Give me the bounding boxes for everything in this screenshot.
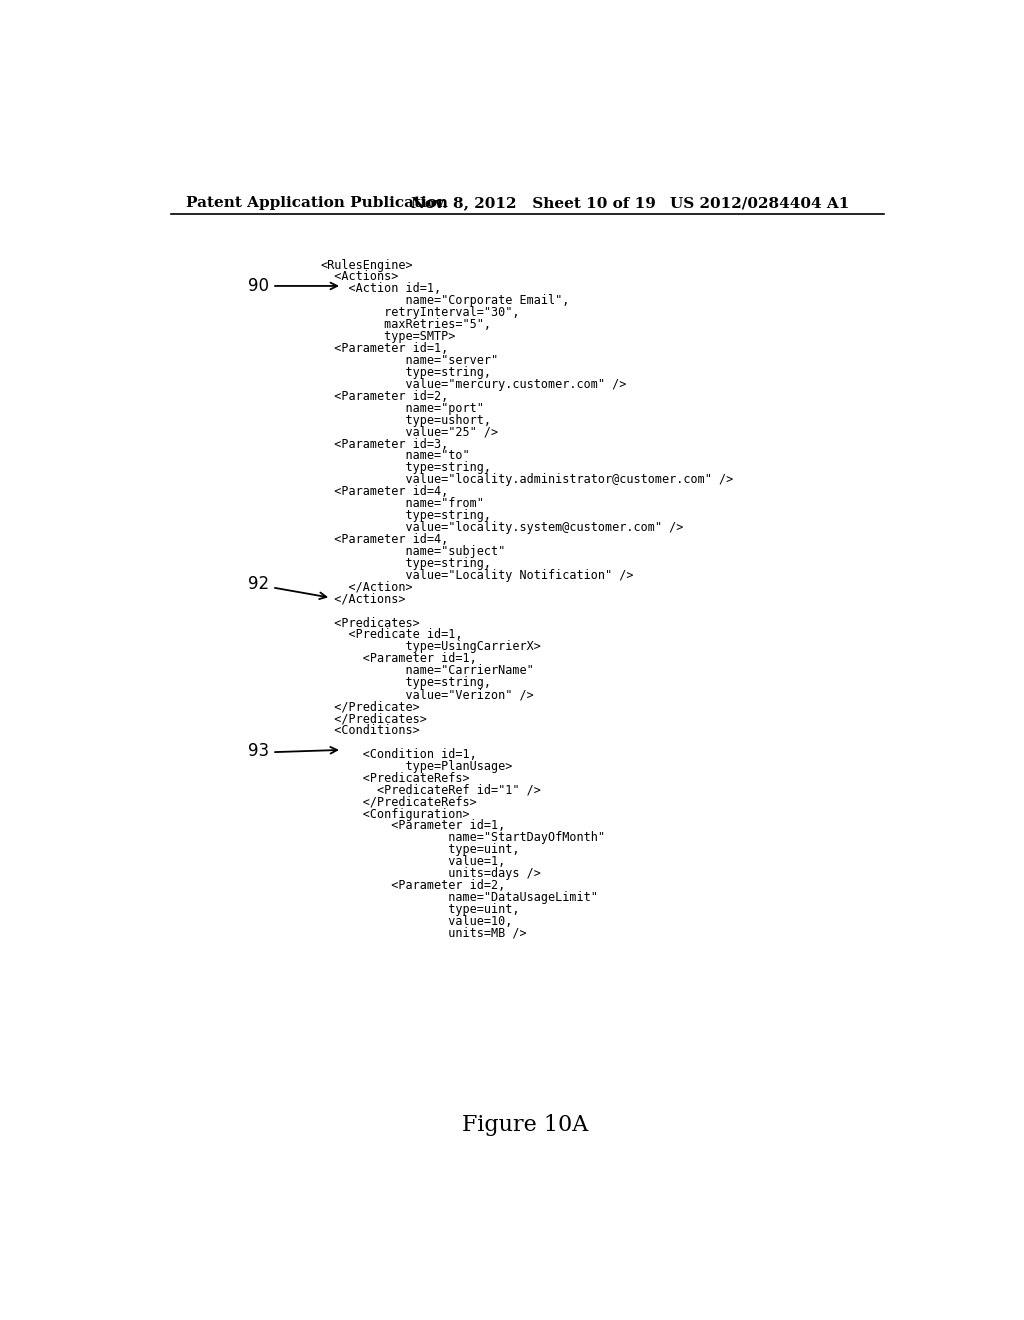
Text: </PredicateRefs>: </PredicateRefs>: [321, 796, 477, 809]
Text: name="StartDayOfMonth": name="StartDayOfMonth": [321, 832, 605, 845]
Text: <Predicates>: <Predicates>: [321, 616, 420, 630]
Text: value="Locality Notification" />: value="Locality Notification" />: [321, 569, 634, 582]
Text: Nov. 8, 2012   Sheet 10 of 19: Nov. 8, 2012 Sheet 10 of 19: [411, 197, 655, 210]
Text: 93: 93: [248, 742, 268, 760]
Text: value=1,: value=1,: [321, 855, 506, 869]
Text: type=SMTP>: type=SMTP>: [321, 330, 456, 343]
Text: type=string,: type=string,: [321, 557, 492, 570]
Text: name="subject": name="subject": [321, 545, 506, 558]
Text: type=string,: type=string,: [321, 366, 492, 379]
Text: value="locality.administrator@customer.com" />: value="locality.administrator@customer.c…: [321, 474, 733, 486]
Text: <Parameter id=3,: <Parameter id=3,: [321, 437, 449, 450]
Text: value="Verizon" />: value="Verizon" />: [321, 688, 534, 701]
Text: type=string,: type=string,: [321, 676, 492, 689]
Text: <Parameter id=1,: <Parameter id=1,: [321, 652, 477, 665]
Text: type=uint,: type=uint,: [321, 903, 520, 916]
Text: 92: 92: [248, 576, 268, 593]
Text: value="25" />: value="25" />: [321, 425, 499, 438]
Text: units=MB />: units=MB />: [321, 927, 526, 940]
Text: </Action>: </Action>: [321, 581, 413, 594]
Text: name="server": name="server": [321, 354, 499, 367]
Text: type=UsingCarrierX>: type=UsingCarrierX>: [321, 640, 541, 653]
Text: <RulesEngine>: <RulesEngine>: [321, 259, 413, 272]
Text: 90: 90: [248, 277, 268, 294]
Text: name="DataUsageLimit": name="DataUsageLimit": [321, 891, 598, 904]
Text: <Parameter id=2,: <Parameter id=2,: [321, 879, 506, 892]
Text: type=ushort,: type=ushort,: [321, 413, 492, 426]
Text: type=uint,: type=uint,: [321, 843, 520, 857]
Text: <Predicate id=1,: <Predicate id=1,: [321, 628, 463, 642]
Text: <Action id=1,: <Action id=1,: [321, 282, 441, 296]
Text: name="CarrierName": name="CarrierName": [321, 664, 534, 677]
Text: Figure 10A: Figure 10A: [462, 1114, 588, 1135]
Text: <Conditions>: <Conditions>: [321, 723, 420, 737]
Text: name="from": name="from": [321, 498, 484, 511]
Text: US 2012/0284404 A1: US 2012/0284404 A1: [671, 197, 850, 210]
Text: units=days />: units=days />: [321, 867, 541, 880]
Text: <Parameter id=4,: <Parameter id=4,: [321, 486, 449, 498]
Text: <Condition id=1,: <Condition id=1,: [321, 748, 477, 760]
Text: <Parameter id=1,: <Parameter id=1,: [321, 820, 506, 833]
Text: Patent Application Publication: Patent Application Publication: [186, 197, 449, 210]
Text: value=10,: value=10,: [321, 915, 513, 928]
Text: name="to": name="to": [321, 449, 470, 462]
Text: </Actions>: </Actions>: [321, 593, 406, 606]
Text: maxRetries="5",: maxRetries="5",: [321, 318, 492, 331]
Text: <Parameter id=4,: <Parameter id=4,: [321, 533, 449, 546]
Text: value="mercury.customer.com" />: value="mercury.customer.com" />: [321, 378, 627, 391]
Text: </Predicate>: </Predicate>: [321, 700, 420, 713]
Text: <Configuration>: <Configuration>: [321, 808, 470, 821]
Text: <PredicateRefs>: <PredicateRefs>: [321, 772, 470, 784]
Text: type=string,: type=string,: [321, 510, 492, 523]
Text: name="port": name="port": [321, 401, 484, 414]
Text: <Parameter id=1,: <Parameter id=1,: [321, 342, 449, 355]
Text: <PredicateRef id="1" />: <PredicateRef id="1" />: [321, 784, 541, 797]
Text: retryInterval="30",: retryInterval="30",: [321, 306, 520, 319]
Text: </Predicates>: </Predicates>: [321, 711, 427, 725]
Text: type=PlanUsage>: type=PlanUsage>: [321, 760, 513, 772]
Text: type=string,: type=string,: [321, 462, 492, 474]
Text: value="locality.system@customer.com" />: value="locality.system@customer.com" />: [321, 521, 684, 535]
Text: <Actions>: <Actions>: [321, 271, 398, 284]
Text: name="Corporate Email",: name="Corporate Email",: [321, 294, 569, 308]
Text: <Parameter id=2,: <Parameter id=2,: [321, 389, 449, 403]
